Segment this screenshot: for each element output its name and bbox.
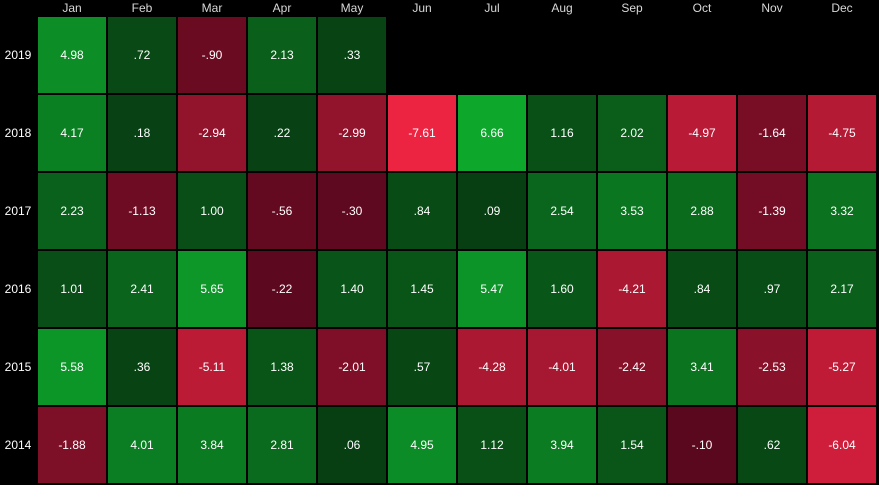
return-cell: 4.98: [37, 16, 107, 94]
return-cell: 4.01: [107, 406, 177, 484]
return-cell: -.56: [247, 172, 317, 250]
month-header: Apr: [272, 1, 292, 15]
month-header: Sep: [621, 1, 643, 15]
return-cell: 6.66: [457, 94, 527, 172]
return-cell: -5.11: [177, 328, 247, 406]
return-cell: 4.95: [387, 406, 457, 484]
return-cell: -6.04: [807, 406, 877, 484]
return-cell: -.22: [247, 250, 317, 328]
return-cell: -4.75: [807, 94, 877, 172]
year-label: 2019: [4, 48, 32, 62]
return-cell: -4.01: [527, 328, 597, 406]
month-header: Mar: [201, 1, 223, 15]
year-label: 2018: [4, 126, 32, 140]
return-cell: 3.32: [807, 172, 877, 250]
return-cell: 2.02: [597, 94, 667, 172]
return-cell: 1.12: [457, 406, 527, 484]
return-cell: .06: [317, 406, 387, 484]
return-cell: -4.28: [457, 328, 527, 406]
return-cell: 2.81: [247, 406, 317, 484]
month-header: Nov: [761, 1, 783, 15]
month-header: Jan: [62, 1, 82, 15]
return-cell: -4.97: [667, 94, 737, 172]
return-cell: .84: [667, 250, 737, 328]
year-label: 2014: [4, 438, 32, 452]
return-cell: 3.41: [667, 328, 737, 406]
month-header: Oct: [692, 1, 712, 15]
return-cell: 3.94: [527, 406, 597, 484]
return-cell: -1.64: [737, 94, 807, 172]
month-header: Jul: [484, 1, 500, 15]
return-cell: .09: [457, 172, 527, 250]
return-cell: 1.01: [37, 250, 107, 328]
return-cell: 5.47: [457, 250, 527, 328]
return-cell: 4.17: [37, 94, 107, 172]
return-cell: .57: [387, 328, 457, 406]
return-cell: 1.00: [177, 172, 247, 250]
return-cell: -2.99: [317, 94, 387, 172]
year-label: 2017: [4, 204, 32, 218]
month-header: Aug: [551, 1, 573, 15]
return-cell: -2.94: [177, 94, 247, 172]
return-cell: .72: [107, 16, 177, 94]
return-cell: 2.54: [527, 172, 597, 250]
return-cell: .62: [737, 406, 807, 484]
return-cell: .33: [317, 16, 387, 94]
return-cell: 2.17: [807, 250, 877, 328]
month-header: Dec: [831, 1, 853, 15]
return-cell: -5.27: [807, 328, 877, 406]
return-cell: -1.88: [37, 406, 107, 484]
return-cell: -.30: [317, 172, 387, 250]
return-cell: 3.53: [597, 172, 667, 250]
return-cell: -.10: [667, 406, 737, 484]
return-cell: 2.13: [247, 16, 317, 94]
return-cell: -4.21: [597, 250, 667, 328]
return-cell: 1.60: [527, 250, 597, 328]
return-cell: -.90: [177, 16, 247, 94]
return-cell: 3.84: [177, 406, 247, 484]
return-cell: 1.38: [247, 328, 317, 406]
return-cell: .84: [387, 172, 457, 250]
year-label: 2016: [4, 282, 32, 296]
month-header: Feb: [131, 1, 153, 15]
year-label: 2015: [4, 360, 32, 374]
return-cell: .36: [107, 328, 177, 406]
return-cell: -2.01: [317, 328, 387, 406]
return-cell: -2.53: [737, 328, 807, 406]
return-cell: -1.39: [737, 172, 807, 250]
return-cell: .22: [247, 94, 317, 172]
return-cell: -2.42: [597, 328, 667, 406]
return-cell: 2.88: [667, 172, 737, 250]
month-header: Jun: [412, 1, 432, 15]
return-cell: -7.61: [387, 94, 457, 172]
return-cell: -1.13: [107, 172, 177, 250]
return-cell: 1.16: [527, 94, 597, 172]
return-cell: 5.65: [177, 250, 247, 328]
return-cell: .18: [107, 94, 177, 172]
return-cell: 1.54: [597, 406, 667, 484]
return-cell: 5.58: [37, 328, 107, 406]
month-header: May: [340, 1, 364, 15]
return-cell: 1.40: [317, 250, 387, 328]
return-cell: .97: [737, 250, 807, 328]
return-cell: 2.41: [107, 250, 177, 328]
return-cell: 2.23: [37, 172, 107, 250]
return-cell: 1.45: [387, 250, 457, 328]
